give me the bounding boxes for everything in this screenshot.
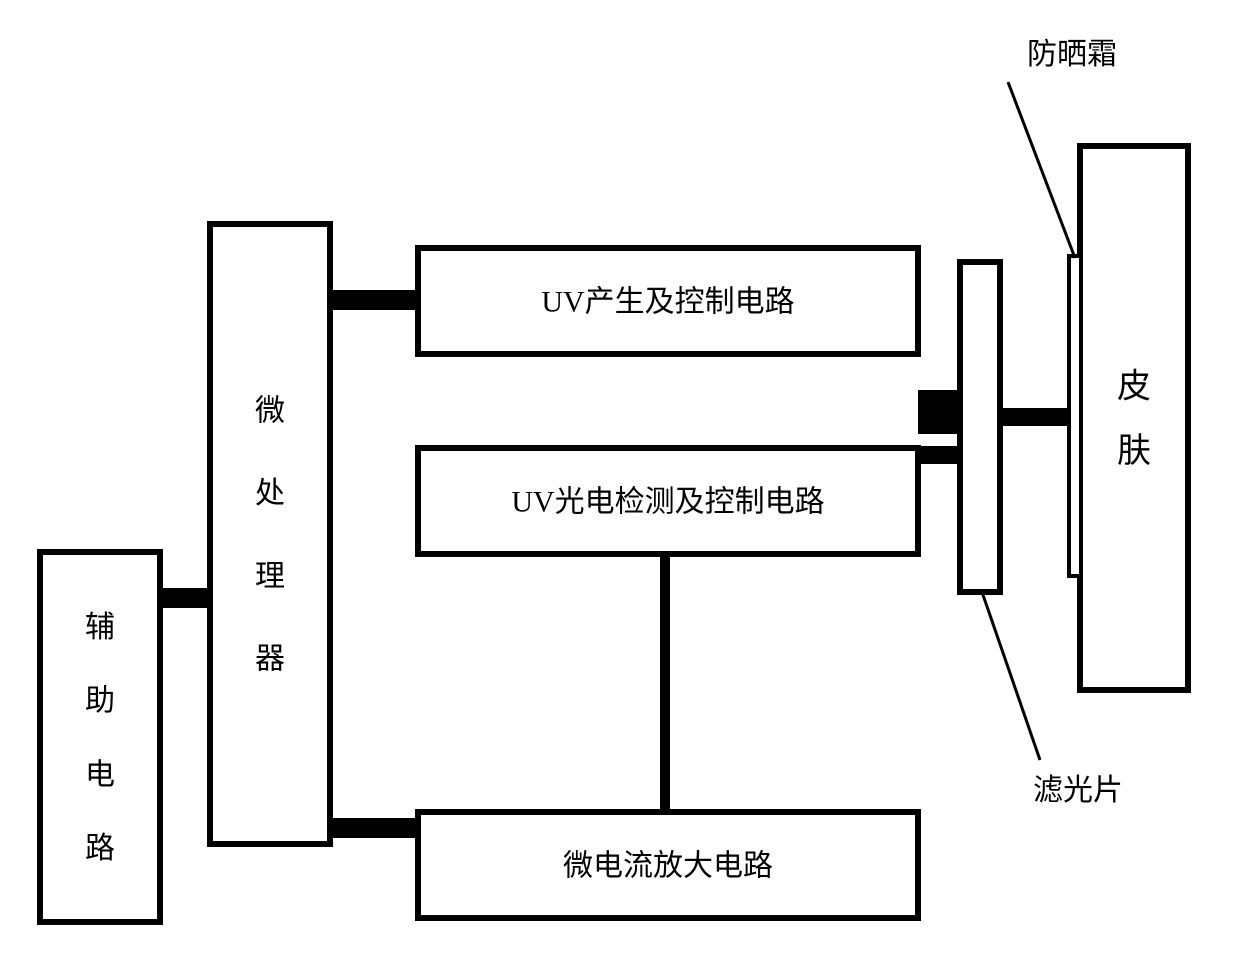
amp-label: 微电流放大电路: [563, 850, 773, 883]
filter-box: [960, 262, 1000, 592]
uv-det-label: UV光电检测及控制电路: [511, 486, 824, 519]
connector-uvgen_filt: [918, 390, 960, 434]
filter-callout-label: 滤光片: [1033, 774, 1123, 807]
connector-mcu_amp: [330, 818, 418, 838]
connector-aux_mcu: [160, 588, 210, 608]
mcu-box: [210, 224, 330, 844]
connector-uvdet_amp: [660, 554, 670, 812]
connector-mcu_uvgen: [330, 290, 418, 310]
connector-uvdet_filt: [918, 446, 960, 464]
skin-box: [1080, 146, 1188, 690]
filter-callout-line: [982, 592, 1040, 760]
connector-filt_cream: [1000, 408, 1069, 426]
sunscreen-layer: [1069, 256, 1081, 576]
sunscreen-callout-label: 防晒霜: [1027, 38, 1117, 71]
sunscreen-callout-line: [1008, 82, 1075, 258]
aux-circuit-box: [40, 552, 160, 922]
uv-gen-label: UV产生及控制电路: [541, 286, 794, 319]
